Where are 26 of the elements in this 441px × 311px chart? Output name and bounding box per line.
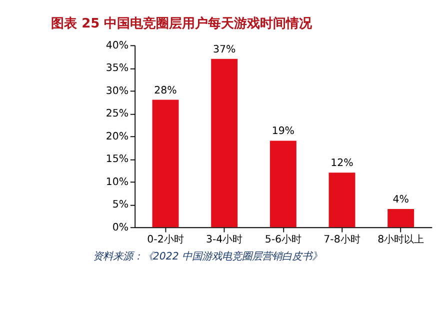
x-tick-label: 3-4小时 <box>206 233 243 246</box>
x-tick-label: 0-2小时 <box>147 233 184 246</box>
bar <box>388 208 414 228</box>
bar <box>211 58 238 228</box>
chart-title: 图表 25 中国电竞圈层用户每天游戏时间情况 <box>51 16 314 32</box>
data-label: 28% <box>154 85 178 96</box>
text: 资料来源：《2022 中国游戏电竞圈层营销白皮书》 <box>92 250 322 263</box>
bar <box>152 100 179 228</box>
data-label: 19% <box>272 126 295 138</box>
data-label: 37% <box>212 44 236 56</box>
x-tick-label: 8小时以上 <box>378 233 424 246</box>
y-tick-label: 25% <box>106 108 129 120</box>
y-tick-label: 20% <box>106 131 129 142</box>
y-tick-label: 35% <box>106 63 129 74</box>
y-tick-label: 15% <box>106 154 129 166</box>
y-tick-label: 10% <box>106 176 129 188</box>
y-tick-label: 0% <box>112 222 129 234</box>
y-tick-label: 5% <box>112 200 129 211</box>
bar <box>270 140 296 228</box>
data-label: 12% <box>330 158 354 170</box>
x-tick-label: 5-6小时 <box>264 233 302 246</box>
y-tick-label: 30% <box>106 86 129 97</box>
y-tick-label: 40% <box>106 40 129 52</box>
bar <box>328 172 356 228</box>
x-tick-label: 7-8小时 <box>324 233 360 246</box>
data-label: 4% <box>392 194 410 206</box>
